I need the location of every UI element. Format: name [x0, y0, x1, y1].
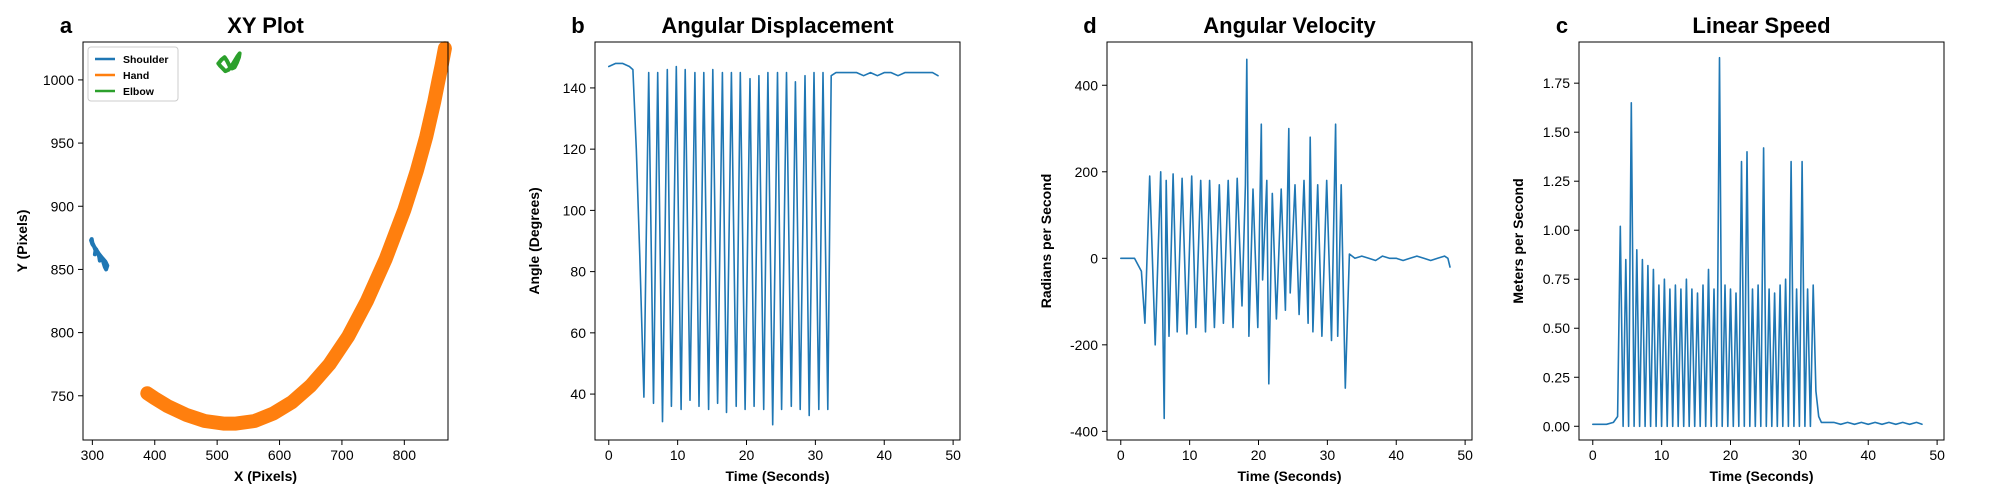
x-tick-label: 40 [1388, 447, 1404, 463]
panel-a: 300 400 500 600 700 800 750 800 850 900 950 1000 XY … [14, 13, 452, 484]
x-tick-label: 30 [808, 447, 824, 463]
x-tick-label: 10 [670, 447, 686, 463]
y-axis-label: Meters per Second [1510, 178, 1526, 303]
x-tick-label: 50 [945, 447, 961, 463]
y-tick-label: 950 [51, 135, 75, 151]
chart-title: Linear Speed [1692, 13, 1830, 38]
x-tick-label: 50 [1457, 447, 1473, 463]
x-tick-label: 10 [1182, 447, 1198, 463]
legend-box [87, 46, 179, 102]
y-tick-label: 1.75 [1543, 75, 1570, 91]
axes-frame [1106, 41, 1473, 441]
y-tick-label: -200 [1070, 337, 1098, 353]
axes-frame [1578, 41, 1945, 441]
panel-letter: a [60, 13, 73, 38]
x-axis-label: X (Pixels) [234, 468, 297, 484]
y-tick-label: 1.50 [1543, 124, 1570, 140]
y-tick-label: 1.25 [1543, 173, 1570, 189]
x-tick-label: 0 [1117, 447, 1125, 463]
y-tick-label: 140 [563, 80, 587, 96]
x-tick-label: 20 [739, 447, 755, 463]
x-tick-label: 50 [1929, 447, 1945, 463]
y-tick-label: 100 [563, 202, 587, 218]
y-tick-label: 0.75 [1543, 271, 1570, 287]
x-axis-label: Time (Seconds) [1710, 468, 1814, 484]
series-line-shoulder [89, 237, 110, 272]
y-tick-label: 400 [1075, 77, 1099, 93]
y-tick-label: 0.00 [1543, 418, 1570, 434]
series-line-data [1120, 58, 1451, 420]
y-tick-label: 0.50 [1543, 320, 1570, 336]
y-tick-label: 800 [51, 325, 75, 341]
legend-label-hand: Hand [123, 70, 149, 82]
y-tick-label: 1000 [43, 72, 74, 88]
x-tick-label: 40 [1860, 447, 1876, 463]
y-tick-label: 60 [570, 325, 586, 341]
series-line-data [607, 62, 939, 426]
y-tick-label: 1.00 [1543, 222, 1570, 238]
panel-letter: d [1083, 13, 1096, 38]
y-axis-label: Radians per Second [1038, 174, 1054, 309]
x-tick-label: 20 [1723, 447, 1739, 463]
x-tick-label: 300 [81, 447, 105, 463]
chart-title: Angular Velocity [1203, 13, 1376, 38]
series-line-hand [140, 41, 452, 431]
chart-title: Angular Displacement [661, 13, 894, 38]
x-tick-label: 800 [393, 447, 417, 463]
axes-frame [82, 41, 449, 441]
y-tick-label: 120 [563, 141, 587, 157]
y-tick-label: 750 [51, 388, 75, 404]
x-tick-label: 600 [268, 447, 292, 463]
x-tick-label: 10 [1654, 447, 1670, 463]
axes-frame [594, 41, 961, 441]
y-axis-label: Angle (Degrees) [526, 187, 542, 294]
series-line-elbow [216, 51, 242, 74]
y-tick-label: 0.25 [1543, 369, 1570, 385]
y-tick-label: 850 [51, 261, 75, 277]
y-axis-label: Y (Pixels) [14, 210, 30, 273]
y-tick-label: 40 [570, 386, 586, 402]
x-tick-label: 700 [330, 447, 354, 463]
legend-label-elbow: Elbow [123, 86, 155, 98]
x-tick-label: 40 [876, 447, 892, 463]
x-axis-label: Time (Seconds) [1238, 468, 1342, 484]
y-tick-label: 900 [51, 198, 75, 214]
y-tick-label: 200 [1075, 164, 1099, 180]
y-tick-label: -400 [1070, 423, 1098, 439]
y-tick-label: 80 [570, 264, 586, 280]
x-tick-label: 30 [1320, 447, 1336, 463]
x-tick-label: 30 [1792, 447, 1808, 463]
legend-label-shoulder: Shoulder [123, 54, 169, 66]
legend: Shoulder Hand Elbow [87, 46, 179, 102]
y-tick-label: 0 [1090, 250, 1098, 266]
x-tick-label: 0 [1589, 447, 1597, 463]
panel-letter: b [571, 13, 584, 38]
panel-c: 0 10 20 30 40 50 0.00 0.25 0.50 0.75 1.00 1.25 1.50 1… [1510, 13, 1945, 484]
panel-d: 0 10 20 30 40 50 -400 -200 0 200 400 Angular Veloci… [1038, 13, 1473, 484]
x-tick-label: 500 [205, 447, 229, 463]
chart-title: XY Plot [227, 13, 304, 38]
panel-letter: c [1556, 13, 1568, 38]
x-tick-label: 0 [605, 447, 613, 463]
x-tick-label: 20 [1251, 447, 1267, 463]
panel-b: 0 10 20 30 40 50 40 60 80 100 120 140 Angular Displa… [526, 13, 961, 484]
x-axis-label: Time (Seconds) [726, 468, 830, 484]
x-tick-label: 400 [143, 447, 167, 463]
series-line-data [1592, 56, 1923, 428]
